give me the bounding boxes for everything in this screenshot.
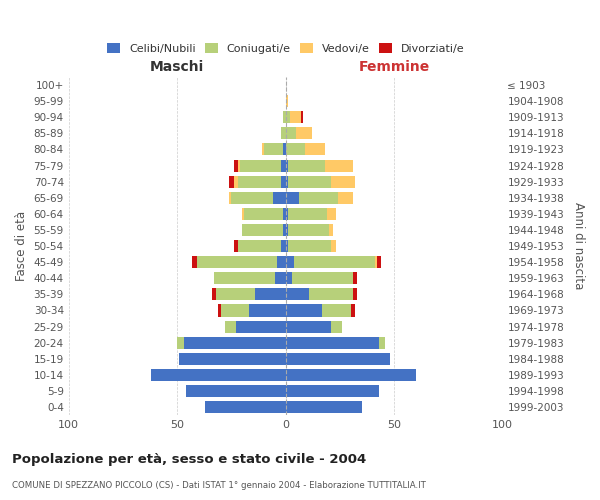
Bar [212,288,216,300]
Bar [301,111,303,124]
Bar [294,256,374,268]
Bar [233,240,238,252]
Bar [281,240,286,252]
Bar [177,336,184,348]
Bar [242,208,244,220]
Bar [299,192,338,204]
Bar [286,128,296,140]
Bar [288,240,331,252]
Bar [238,160,240,172]
Bar [233,176,238,188]
Bar [286,240,288,252]
Bar [325,160,353,172]
Bar [331,320,342,332]
Bar [329,224,334,236]
Bar [218,304,221,316]
Bar [286,401,362,413]
Bar [322,304,350,316]
Text: COMUNE DI SPEZZANO PICCOLO (CS) - Dati ISTAT 1° gennaio 2004 - Elaborazione TUTT: COMUNE DI SPEZZANO PICCOLO (CS) - Dati I… [12,480,426,490]
Bar [286,111,290,124]
Bar [151,369,286,381]
Bar [229,176,233,188]
Bar [264,144,283,156]
Bar [296,128,311,140]
Text: Femmine: Femmine [358,60,430,74]
Bar [377,256,381,268]
Bar [255,288,286,300]
Bar [292,272,353,284]
Bar [288,224,329,236]
Bar [286,95,288,107]
Bar [286,176,288,188]
Bar [238,240,281,252]
Bar [286,208,288,220]
Bar [238,176,281,188]
Bar [233,160,238,172]
Bar [283,144,286,156]
Y-axis label: Fasce di età: Fasce di età [15,211,28,281]
Bar [249,304,286,316]
Bar [283,224,286,236]
Bar [193,256,197,268]
Bar [283,208,286,220]
Bar [286,160,288,172]
Text: Maschi: Maschi [150,60,204,74]
Bar [262,144,264,156]
Bar [221,304,249,316]
Bar [272,192,286,204]
Bar [288,208,327,220]
Y-axis label: Anni di nascita: Anni di nascita [572,202,585,290]
Bar [290,111,301,124]
Bar [338,192,353,204]
Bar [197,256,277,268]
Bar [353,272,357,284]
Bar [240,160,281,172]
Bar [310,288,353,300]
Bar [350,304,355,316]
Bar [286,224,288,236]
Bar [281,160,286,172]
Bar [286,369,416,381]
Bar [286,272,292,284]
Bar [288,176,331,188]
Bar [327,208,335,220]
Bar [232,192,272,204]
Bar [216,288,255,300]
Bar [275,272,286,284]
Bar [225,320,236,332]
Bar [286,352,390,365]
Bar [214,272,275,284]
Bar [281,128,286,140]
Bar [379,336,385,348]
Bar [277,256,286,268]
Bar [236,320,286,332]
Bar [229,192,232,204]
Bar [331,240,335,252]
Bar [286,336,379,348]
Bar [288,160,325,172]
Bar [179,352,286,365]
Bar [242,224,283,236]
Bar [331,176,355,188]
Bar [286,385,379,397]
Bar [205,401,286,413]
Bar [281,176,286,188]
Legend: Celibi/Nubili, Coniugati/e, Vedovi/e, Divorziati/e: Celibi/Nubili, Coniugati/e, Vedovi/e, Di… [103,38,469,58]
Bar [286,192,299,204]
Bar [305,144,325,156]
Bar [374,256,377,268]
Bar [186,385,286,397]
Text: Popolazione per età, sesso e stato civile - 2004: Popolazione per età, sesso e stato civil… [12,452,366,466]
Bar [286,144,305,156]
Bar [353,288,357,300]
Bar [184,336,286,348]
Bar [286,288,310,300]
Bar [286,256,294,268]
Bar [286,320,331,332]
Bar [286,304,322,316]
Bar [283,111,286,124]
Bar [244,208,283,220]
